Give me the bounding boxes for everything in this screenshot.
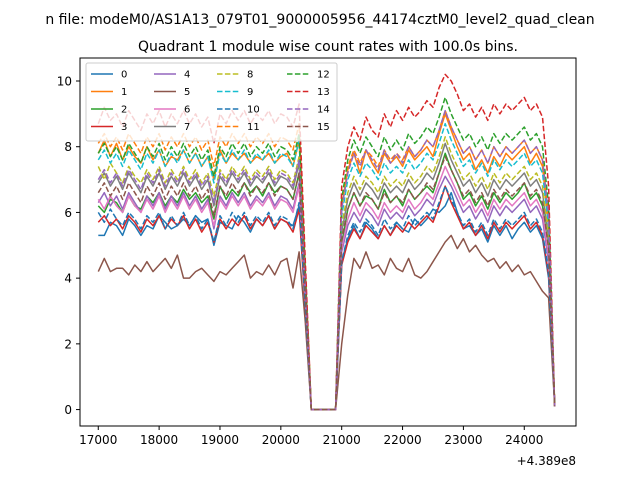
x-tick-label: 20000 bbox=[262, 433, 300, 447]
legend-label-9: 9 bbox=[247, 87, 253, 98]
x-offset-label: +4.389e8 bbox=[517, 454, 576, 468]
y-axis-ticks: 0 2 4 6 8 10 bbox=[57, 75, 80, 417]
figure-suptitle: n file: modeM0/AS1A13_079T01_9000005956_… bbox=[45, 12, 594, 28]
chart-title: Quadrant 1 module wise count rates with … bbox=[138, 39, 518, 55]
legend-label-14: 14 bbox=[317, 105, 330, 116]
y-tick-label: 8 bbox=[64, 140, 72, 154]
x-tick-label: 18000 bbox=[140, 433, 178, 447]
legend-label-4: 4 bbox=[184, 70, 190, 81]
legend-label-5: 5 bbox=[184, 87, 190, 98]
legend-label-7: 7 bbox=[184, 122, 190, 133]
axes-frame bbox=[79, 57, 577, 427]
x-axis-ticks: 17000 18000 19000 20000 21000 22000 23000 24000 bbox=[79, 426, 543, 447]
x-tick-label: 17000 bbox=[79, 433, 117, 447]
x-tick-label: 21000 bbox=[323, 433, 361, 447]
legend-label-10: 10 bbox=[247, 105, 260, 116]
x-tick-label: 22000 bbox=[383, 433, 421, 447]
legend-label-1: 1 bbox=[121, 87, 127, 98]
x-tick-label: 23000 bbox=[444, 433, 482, 447]
x-tick-label: 24000 bbox=[505, 433, 543, 447]
series-line-15 bbox=[97, 155, 556, 411]
x-tick-label: 19000 bbox=[201, 433, 239, 447]
legend-label-8: 8 bbox=[247, 70, 253, 81]
legend-label-6: 6 bbox=[184, 105, 190, 116]
y-tick-label: 10 bbox=[57, 75, 72, 89]
series-lines bbox=[97, 73, 556, 411]
legend-label-3: 3 bbox=[121, 122, 127, 133]
legend-label-2: 2 bbox=[121, 105, 127, 116]
y-tick-label: 4 bbox=[64, 272, 72, 286]
y-tick-label: 2 bbox=[64, 337, 72, 351]
legend-label-11: 11 bbox=[247, 122, 260, 133]
plot-area: 17000 18000 19000 20000 21000 22000 23000 24000… bbox=[57, 57, 577, 447]
legend-label-15: 15 bbox=[317, 122, 330, 133]
legend-label-12: 12 bbox=[317, 70, 330, 81]
y-tick-label: 6 bbox=[64, 206, 72, 220]
legend-box bbox=[85, 62, 338, 142]
legend-label-0: 0 bbox=[121, 70, 127, 81]
y-tick-label: 0 bbox=[64, 403, 72, 417]
legend-label-13: 13 bbox=[317, 87, 330, 98]
